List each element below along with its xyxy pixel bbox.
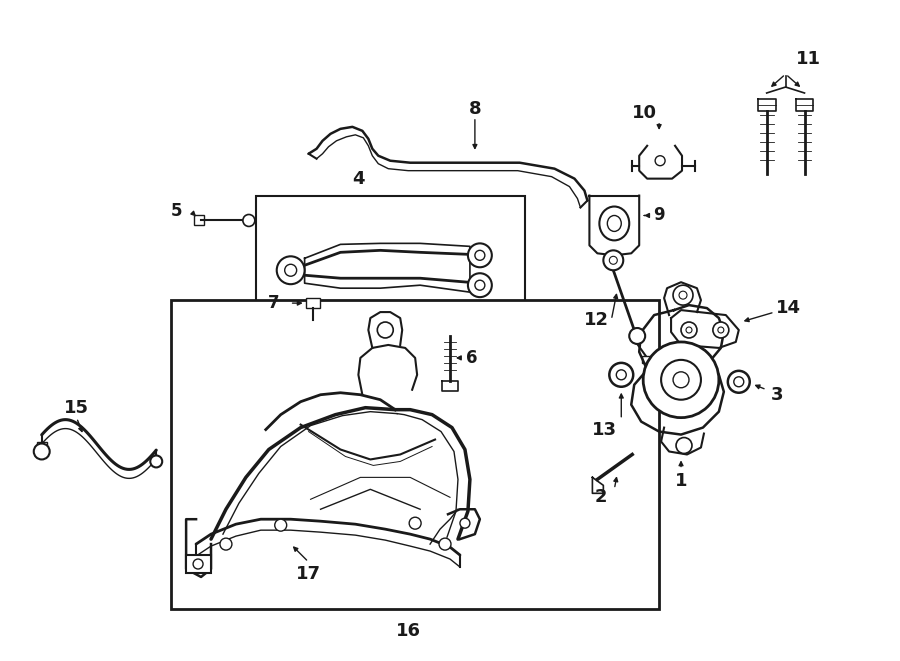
Circle shape — [686, 327, 692, 333]
Text: 1: 1 — [675, 473, 688, 490]
Circle shape — [629, 328, 645, 344]
Circle shape — [713, 322, 729, 338]
Circle shape — [468, 243, 491, 267]
Circle shape — [34, 444, 50, 459]
Circle shape — [681, 322, 697, 338]
Circle shape — [644, 342, 719, 418]
Circle shape — [609, 363, 634, 387]
Circle shape — [679, 291, 687, 299]
Ellipse shape — [608, 215, 621, 231]
Circle shape — [662, 360, 701, 400]
Ellipse shape — [599, 206, 629, 241]
Circle shape — [276, 256, 304, 284]
Text: 3: 3 — [770, 386, 783, 404]
Text: 5: 5 — [170, 202, 182, 219]
Text: 4: 4 — [352, 170, 365, 188]
Text: 12: 12 — [584, 311, 609, 329]
Circle shape — [475, 280, 485, 290]
Circle shape — [439, 538, 451, 550]
Bar — [256, 196, 525, 320]
Text: 2: 2 — [595, 488, 608, 506]
Circle shape — [718, 327, 724, 333]
Circle shape — [410, 517, 421, 529]
Circle shape — [676, 438, 692, 453]
Circle shape — [194, 559, 203, 569]
Circle shape — [616, 370, 626, 380]
Circle shape — [284, 264, 297, 276]
Text: 14: 14 — [776, 299, 801, 317]
Circle shape — [603, 251, 624, 270]
Ellipse shape — [728, 371, 750, 393]
Text: 15: 15 — [64, 399, 89, 416]
Bar — [194, 215, 204, 225]
Circle shape — [609, 256, 617, 264]
Bar — [37, 442, 47, 449]
Text: 11: 11 — [796, 50, 821, 68]
Bar — [186, 555, 211, 573]
Bar — [643, 356, 654, 363]
Text: 8: 8 — [469, 100, 482, 118]
Text: 13: 13 — [592, 420, 617, 439]
Circle shape — [150, 455, 162, 467]
Circle shape — [220, 538, 232, 550]
Text: 17: 17 — [296, 565, 321, 583]
Text: 16: 16 — [396, 622, 420, 640]
Bar — [171, 300, 659, 609]
Circle shape — [673, 372, 689, 388]
Text: 6: 6 — [466, 349, 478, 367]
Circle shape — [673, 285, 693, 305]
Circle shape — [468, 273, 491, 297]
Circle shape — [377, 322, 393, 338]
Text: 7: 7 — [268, 294, 280, 312]
Ellipse shape — [734, 377, 743, 387]
Circle shape — [475, 251, 485, 260]
Text: 9: 9 — [653, 206, 665, 225]
Bar — [306, 298, 319, 308]
Text: 10: 10 — [632, 104, 657, 122]
Circle shape — [274, 519, 287, 531]
Circle shape — [243, 214, 255, 227]
Circle shape — [460, 518, 470, 528]
Circle shape — [655, 156, 665, 166]
